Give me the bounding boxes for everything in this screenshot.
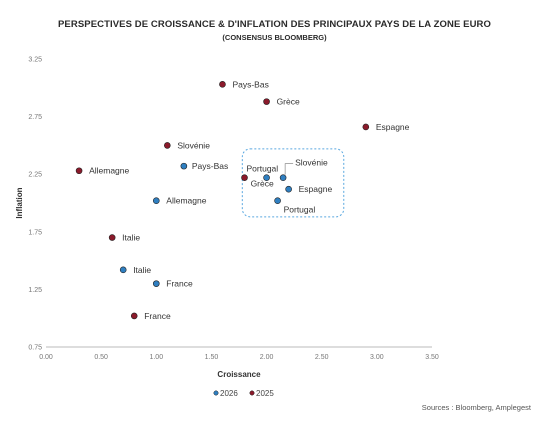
point-2025-pays-bas xyxy=(219,81,226,88)
x-tick-label: 2.50 xyxy=(315,354,329,361)
point-label: France xyxy=(166,279,193,289)
point-2026-espagne xyxy=(285,185,292,193)
point-label: Italie xyxy=(133,265,151,275)
x-tick-label: 1.00 xyxy=(149,354,163,361)
legend-label-2025: 2025 xyxy=(256,389,274,398)
point-2026-allemagne xyxy=(152,197,160,204)
point-2026-slovénie xyxy=(279,174,287,181)
chart-title: PERSPECTIVES DE CROISSANCE & D'INFLATION… xyxy=(57,19,492,30)
y-tick-label: 1.25 xyxy=(28,287,42,294)
x-tick-label: 2.00 xyxy=(260,354,274,361)
point-2026-france xyxy=(152,280,160,287)
legend-marker-2025 xyxy=(249,390,255,396)
point-2025-slovénie xyxy=(164,142,171,149)
point-2025-france xyxy=(130,312,138,320)
y-tick-label: 0.75 xyxy=(28,345,42,352)
x-tick-label: 3.00 xyxy=(370,354,384,361)
y-tick-label: 1.75 xyxy=(28,229,42,236)
point-label: Grèce xyxy=(251,179,274,189)
point-2025-allemagne xyxy=(75,167,83,175)
point-label: Allemagne xyxy=(89,166,129,176)
point-label: Slovénie xyxy=(295,158,328,168)
point-2026-grèce xyxy=(263,174,270,181)
y-tick-label: 2.75 xyxy=(28,114,42,121)
source-note: Sources : Bloomberg, Amplegest xyxy=(421,403,531,412)
point-2025-espagne xyxy=(362,123,370,131)
point-label: Espagne xyxy=(376,122,410,132)
y-tick-label: 3.25 xyxy=(28,57,42,64)
slovenie-connector xyxy=(284,163,294,175)
point-2025-italie xyxy=(108,234,116,241)
highlight-box xyxy=(241,148,345,218)
x-tick-label: 0.50 xyxy=(94,354,108,361)
y-axis-title: Inflation xyxy=(15,187,24,218)
point-2025-grèce xyxy=(263,98,270,105)
point-label: Espagne xyxy=(299,184,333,194)
point-label: Portugal xyxy=(247,164,279,174)
point-label: Grèce xyxy=(277,97,300,107)
point-2026-italie xyxy=(119,266,127,274)
point-label: Pays-Bas xyxy=(232,79,268,89)
chart-subtitle: (CONSENSUS BLOOMBERG) xyxy=(222,33,327,42)
point-2026-pays-bas xyxy=(180,162,188,170)
point-2025-portugal xyxy=(241,174,248,181)
x-tick-label: 1.50 xyxy=(205,354,219,361)
point-label: Italie xyxy=(122,233,140,243)
x-tick-label: 0.00 xyxy=(39,354,53,361)
point-label: Portugal xyxy=(284,205,316,215)
x-tick-label: 3.50 xyxy=(425,354,439,361)
y-tick-label: 2.25 xyxy=(28,172,42,179)
point-label: Allemagne xyxy=(166,196,206,206)
point-label: France xyxy=(144,311,171,321)
point-label: Slovénie xyxy=(177,140,210,150)
legend-label-2026: 2026 xyxy=(220,389,238,398)
point-2026-portugal xyxy=(274,197,281,204)
legend-marker-2026 xyxy=(213,390,219,396)
x-axis-title: Croissance xyxy=(217,370,261,379)
point-label: Pays-Bas xyxy=(192,161,228,171)
